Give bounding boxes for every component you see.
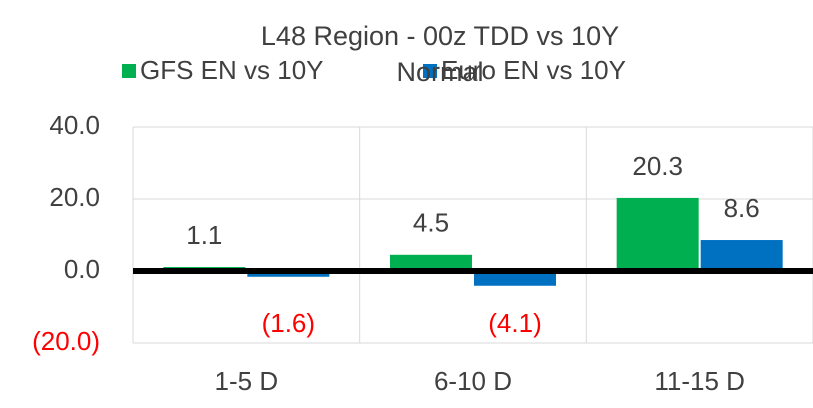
legend-swatch xyxy=(122,64,136,78)
bar xyxy=(390,254,472,271)
data-label: 20.3 xyxy=(632,151,683,181)
bar xyxy=(616,197,699,271)
chart-title: L48 Region - 00z TDD vs 10Y Normal xyxy=(260,21,620,87)
x-tick-label: 6-10 D xyxy=(434,366,512,396)
y-tick-label: (20.0) xyxy=(32,326,100,356)
legend-label: GFS EN vs 10Y xyxy=(140,55,324,85)
data-label: 8.6 xyxy=(724,193,760,223)
data-label: 1.1 xyxy=(186,220,222,250)
legend-label: Euro EN vs 10Y xyxy=(441,55,626,85)
bar xyxy=(700,240,783,271)
y-tick-label: 40.0 xyxy=(49,110,100,140)
legend-swatch xyxy=(423,64,437,78)
data-label: (4.1) xyxy=(488,308,541,338)
x-tick-label: 11-15 D xyxy=(654,366,745,396)
data-label: (1.6) xyxy=(262,308,315,338)
y-tick-label: 20.0 xyxy=(49,182,100,212)
bar xyxy=(474,271,556,286)
y-tick-label: 0.0 xyxy=(64,254,100,284)
x-tick-label: 1-5 D xyxy=(215,366,279,396)
data-label: 4.5 xyxy=(413,208,449,238)
